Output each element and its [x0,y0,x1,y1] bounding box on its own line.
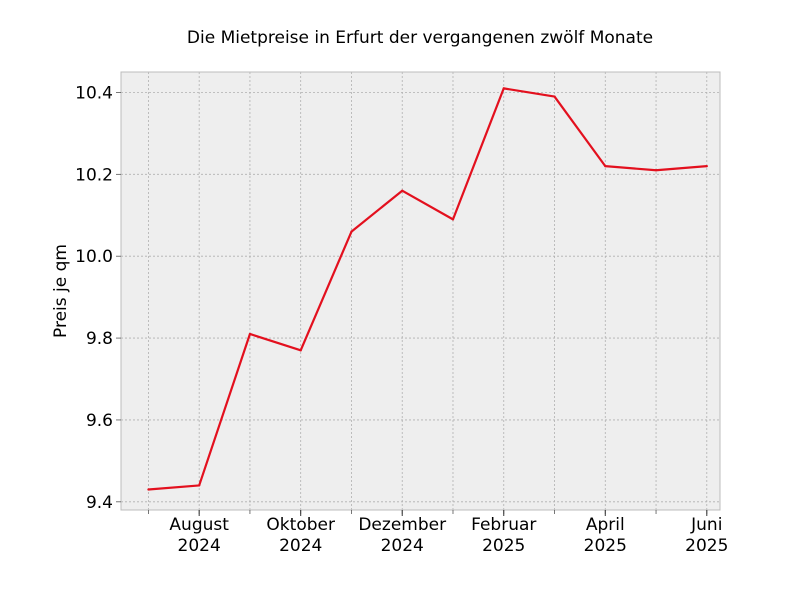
chart-title: Die Mietpreise in Erfurt der vergangenen… [187,28,653,48]
data-point [553,95,556,98]
plot-area [121,72,720,510]
x-axis: August 2024 Oktober 2024 Dezember 2024 Februar… [148,510,728,556]
x-tick-label: Oktober 2024 [266,515,335,556]
series-line [148,87,707,491]
y-tick-label: 10.2 [75,165,113,185]
y-tick-label: 10.4 [75,83,113,103]
data-point [654,169,658,172]
x-tick-label: April 2025 [584,515,627,556]
x-tick-label: August 2024 [169,515,229,556]
x-tick-label: Februar 2025 [471,515,536,556]
data-point [604,165,607,168]
x-tick-label: Dezember 2024 [358,515,446,556]
y-tick-label: 9.4 [86,493,113,513]
grid-lines [121,72,720,510]
y-axis-label: Preis je qm [51,244,71,338]
data-point [198,484,201,487]
plot-frame [120,71,721,511]
data-point [401,189,404,192]
data-point [705,165,708,168]
x-tick-label: Juni 2025 [685,515,728,556]
data-point [248,332,252,336]
series-layer [147,87,708,491]
data-point [350,230,353,233]
data-point [147,488,150,491]
y-tick-label: 9.6 [86,411,113,431]
y-tick-label: 10.0 [75,247,113,267]
data-point [502,87,505,90]
data-point [451,218,455,221]
data-point [299,349,302,352]
y-axis: 9.4 9.6 9.8 10.0 10.2 10.4 [75,83,121,513]
y-tick-label: 9.8 [86,329,113,349]
